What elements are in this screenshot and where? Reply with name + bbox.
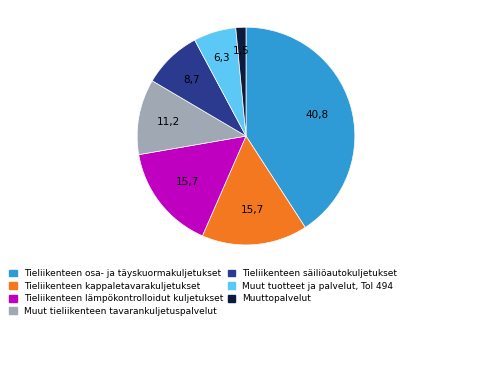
Text: 15,7: 15,7 bbox=[241, 205, 264, 215]
Wedge shape bbox=[137, 81, 246, 155]
Text: 40,8: 40,8 bbox=[306, 110, 329, 120]
Text: 6,3: 6,3 bbox=[214, 53, 230, 63]
Wedge shape bbox=[152, 40, 246, 136]
Wedge shape bbox=[202, 136, 305, 245]
Text: 11,2: 11,2 bbox=[157, 117, 181, 127]
Wedge shape bbox=[246, 27, 355, 228]
Wedge shape bbox=[139, 136, 246, 236]
Legend: Tieliikenteen osa- ja täyskuormakuljetukset, Tieliikenteen kappaletavarakuljetuk: Tieliikenteen osa- ja täyskuormakuljetuk… bbox=[9, 269, 397, 316]
Wedge shape bbox=[195, 28, 246, 136]
Text: 15,7: 15,7 bbox=[176, 177, 200, 187]
Wedge shape bbox=[236, 27, 246, 136]
Text: 8,7: 8,7 bbox=[183, 75, 200, 85]
Text: 1,5: 1,5 bbox=[233, 46, 250, 56]
